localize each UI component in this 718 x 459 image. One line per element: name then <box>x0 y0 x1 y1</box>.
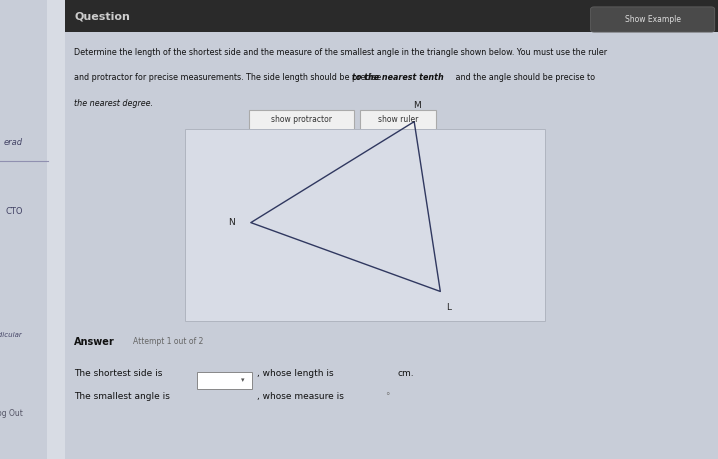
Text: Question: Question <box>75 11 130 21</box>
Text: The smallest angle is: The smallest angle is <box>75 392 170 402</box>
Text: CTO: CTO <box>5 207 23 216</box>
Text: and protractor for precise measurements. The side length should be precise: and protractor for precise measurements.… <box>75 73 384 83</box>
Text: L: L <box>446 303 451 312</box>
Bar <box>65 0 718 32</box>
Text: cm.: cm. <box>398 369 414 379</box>
Text: Answer: Answer <box>75 337 115 347</box>
Text: M: M <box>414 101 421 110</box>
Text: erad: erad <box>4 138 23 147</box>
FancyBboxPatch shape <box>591 7 714 32</box>
Text: ▾: ▾ <box>241 377 245 384</box>
Bar <box>47 0 65 459</box>
FancyBboxPatch shape <box>360 110 436 130</box>
Text: to the nearest tenth: to the nearest tenth <box>352 73 444 83</box>
Text: The shortest side is: The shortest side is <box>75 369 163 379</box>
Text: Log Out: Log Out <box>0 409 23 418</box>
Text: N: N <box>228 218 235 227</box>
Text: Show Example: Show Example <box>625 15 681 24</box>
Text: Determine the length of the shortest side and the measure of the smallest angle : Determine the length of the shortest sid… <box>75 48 607 57</box>
Text: show ruler: show ruler <box>378 115 418 124</box>
Text: the nearest degree.: the nearest degree. <box>75 99 154 108</box>
Text: , whose measure is: , whose measure is <box>257 392 344 402</box>
FancyBboxPatch shape <box>197 372 252 389</box>
FancyBboxPatch shape <box>249 110 354 130</box>
Text: show protractor: show protractor <box>271 115 332 124</box>
Text: and the angle should be precise to: and the angle should be precise to <box>453 73 595 83</box>
Text: Attempt 1 out of 2: Attempt 1 out of 2 <box>134 337 204 347</box>
Text: endicular: endicular <box>0 332 23 338</box>
Bar <box>185 129 545 321</box>
Text: , whose length is: , whose length is <box>257 369 333 379</box>
Text: °: ° <box>385 392 389 402</box>
